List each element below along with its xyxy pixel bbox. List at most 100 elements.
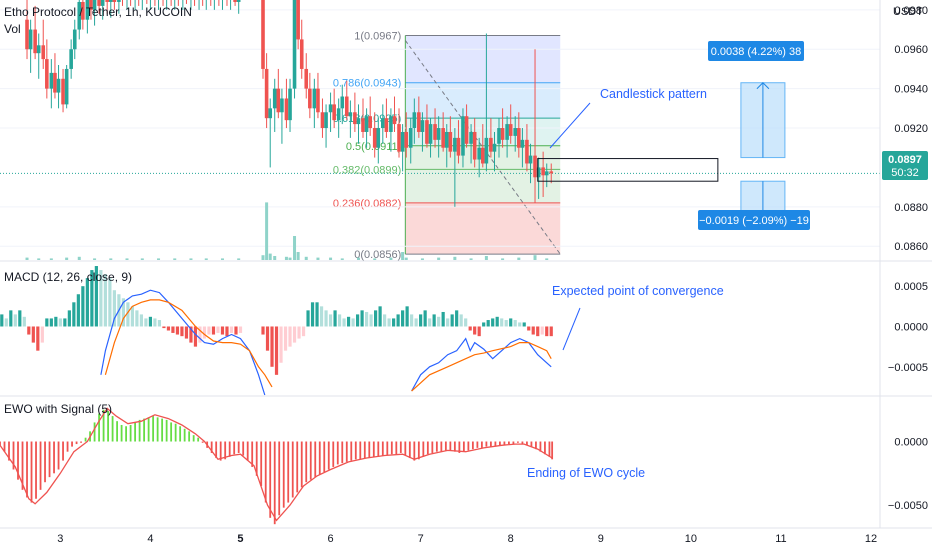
macd-histogram-bar [482, 322, 486, 327]
volume-bar [284, 256, 288, 260]
annotation-candlestick-pattern[interactable]: Candlestick pattern [600, 87, 707, 101]
annotation-convergence[interactable]: Expected point of convergence [552, 284, 724, 298]
candle-body [361, 118, 365, 132]
ewo-bar [71, 441, 73, 447]
macd-histogram-bar [522, 322, 526, 327]
candle-body [484, 137, 489, 164]
candle-body [477, 147, 481, 160]
ewo-bar [143, 418, 146, 442]
candle-body [296, 0, 300, 40]
volume-bar [173, 258, 177, 260]
macd-tick-label: 0.0000 [894, 321, 928, 333]
candles [25, 0, 554, 207]
macd-histogram-bar [229, 326, 234, 333]
macd-histogram-bar [333, 310, 337, 327]
volume-bar [140, 258, 144, 260]
candle-body [533, 155, 537, 178]
candle-body [384, 118, 389, 132]
ewo-title: EWO with Signal (5) [4, 402, 112, 416]
candle-body [456, 137, 461, 156]
macd-histogram-bar [549, 326, 553, 337]
macd-histogram-bar [225, 326, 229, 337]
time-tick-label: 12 [865, 533, 877, 545]
candle-body [544, 171, 549, 176]
ewo-bar [467, 441, 470, 451]
candle-body [376, 128, 381, 148]
annotation-ewo-cycle[interactable]: Ending of EWO cycle [527, 466, 645, 480]
candle-body [356, 118, 361, 125]
candle-body [320, 112, 325, 129]
candle-body [497, 128, 501, 144]
ewo-bar [544, 441, 546, 455]
volume-bar [25, 257, 29, 260]
ewo-bar [264, 441, 267, 503]
candle-body [25, 19, 29, 50]
ewo-bar [485, 441, 488, 447]
candle-body [264, 68, 269, 119]
macd-histogram-bar [319, 306, 324, 327]
volume-bar [77, 256, 81, 260]
candle-body [284, 98, 289, 121]
chart-title: Etho Protocol / Tether, 1h, KUCOIN [4, 5, 192, 19]
candle-body [408, 128, 413, 148]
volume-bar [237, 258, 241, 260]
ewo-bar [372, 441, 375, 457]
macd-histogram-bar [184, 326, 189, 339]
macd-histogram-bar [40, 326, 44, 343]
ewo-bar [368, 441, 371, 459]
macd-histogram-bar [58, 318, 62, 327]
macd-histogram-bar [301, 326, 306, 337]
ewo-bar [512, 441, 515, 445]
ewo-bar [489, 441, 492, 447]
ewo-bar [426, 441, 429, 455]
ewo-bar [80, 441, 82, 443]
ewo-bar [188, 431, 191, 442]
candle-body [41, 45, 46, 60]
candle-body [89, 0, 93, 10]
macd-histogram-bar [130, 306, 135, 327]
candle-body [117, 0, 121, 2]
macd-histogram-bar [437, 316, 441, 327]
ewo-bar [75, 441, 78, 445]
macd-histogram-bar [274, 326, 279, 375]
macd-histogram-bar [527, 326, 531, 331]
macd-histogram-bar [387, 318, 391, 327]
macd-histogram-bar [373, 310, 378, 327]
volume-bar [261, 255, 265, 260]
macd-histogram-bar [162, 326, 166, 329]
ewo-bar [327, 441, 330, 470]
candle-body [272, 88, 277, 109]
volume-bar [340, 258, 344, 260]
ewo-bar [296, 441, 299, 493]
ewo-bar [260, 441, 263, 487]
candle-body [368, 116, 372, 129]
candle-body [441, 128, 445, 148]
ewo-tick-label: −0.0050 [888, 500, 928, 512]
candle-body [236, 0, 241, 2]
macd-pane [0, 266, 553, 396]
candle-body [404, 131, 409, 148]
volume-bar [273, 256, 277, 260]
ewo-bar [30, 441, 33, 503]
fib-level-label: 1(0.0967) [354, 30, 401, 42]
ewo-bar [551, 441, 554, 460]
volume-bar [265, 202, 269, 260]
time-tick-label: 7 [418, 533, 424, 545]
ewo-bar [98, 413, 100, 442]
ewo-bar [84, 437, 87, 442]
ewo-bar [233, 441, 236, 455]
time-tick-label: 5 [237, 533, 243, 545]
volume-bar [304, 256, 308, 260]
annotation-pointer [549, 102, 591, 149]
volume-bar [157, 258, 161, 260]
macd-line [100, 289, 266, 396]
ewo-bar [8, 441, 10, 461]
ewo-bar [251, 441, 254, 467]
volume-bar [545, 258, 549, 260]
macd-histogram-bar [351, 318, 355, 327]
ewo-bar [165, 419, 168, 442]
ewo-bar [53, 441, 55, 474]
ewo-bar [449, 441, 452, 451]
ewo-bar [66, 441, 69, 452]
ewo-bar [471, 441, 474, 450]
